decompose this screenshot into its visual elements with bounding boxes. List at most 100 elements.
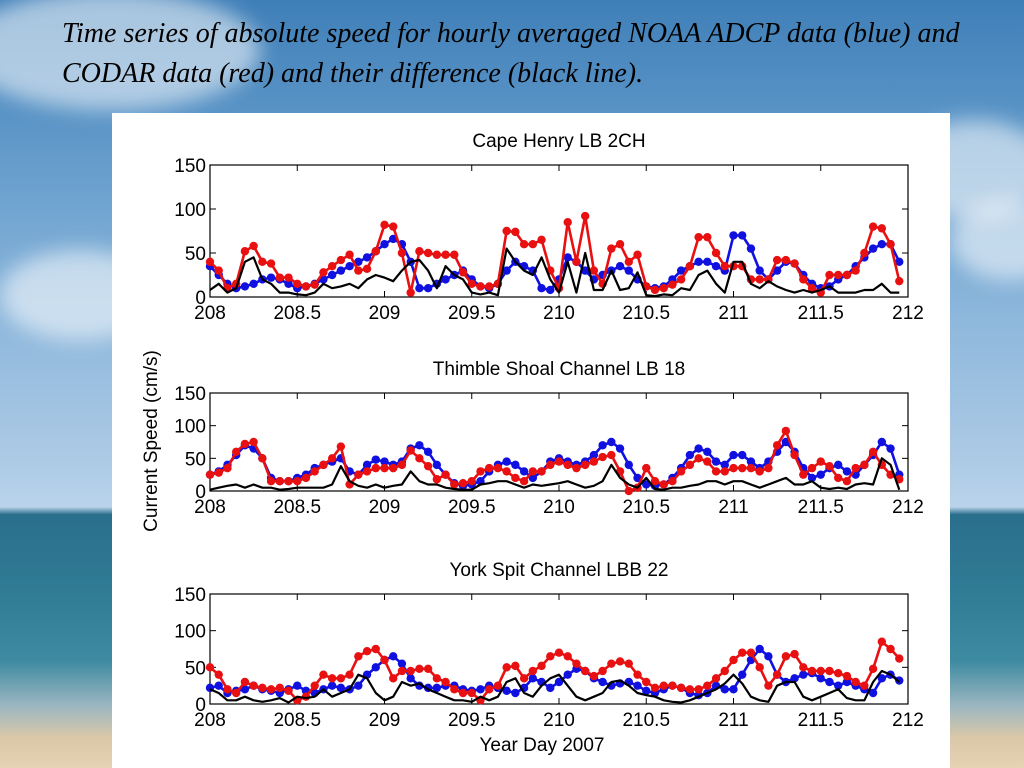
red-data-point — [275, 273, 284, 282]
blue-data-point — [711, 262, 721, 271]
red-data-point — [240, 247, 250, 256]
blue-data-point — [598, 677, 607, 687]
red-data-point — [615, 240, 625, 249]
red-data-point — [275, 683, 284, 693]
red-data-point — [319, 268, 328, 277]
x-tick-label: 210 — [543, 497, 575, 518]
red-data-point — [816, 666, 825, 676]
red-data-point — [458, 268, 468, 277]
x-tick-label: 208 — [194, 497, 226, 518]
blue-data-point — [580, 266, 590, 275]
red-data-point — [528, 467, 538, 476]
red-data-point — [624, 257, 633, 266]
red-data-point — [851, 677, 860, 687]
plot-frame — [209, 392, 909, 492]
figure-svg: Current Speed (cm/s) Year Day 2007 Cape … — [141, 131, 924, 756]
x-tick-label: 208 — [194, 710, 226, 731]
blue-data-point — [589, 450, 599, 460]
red-data-point — [720, 666, 729, 676]
red-data-point — [642, 677, 651, 687]
blue-data-point — [694, 444, 703, 453]
red-data-point — [240, 677, 250, 687]
red-data-point — [607, 450, 616, 460]
black-series-line — [209, 669, 901, 704]
red-data-point — [249, 241, 258, 251]
blue-data-point — [354, 257, 363, 266]
blue-data-point — [868, 244, 878, 253]
red-data-point — [537, 235, 546, 244]
y-axis-label: Current Speed (cm/s) — [141, 350, 162, 532]
red-data-point — [450, 480, 459, 489]
blue-data-point — [834, 460, 843, 470]
red-data-point — [493, 463, 503, 473]
blue-data-point — [642, 480, 651, 489]
blue-data-point — [432, 683, 442, 693]
blue-data-point — [816, 674, 825, 683]
red-data-point — [668, 280, 677, 289]
blue-data-point — [397, 659, 407, 668]
red-data-point — [703, 681, 712, 690]
red-data-point — [799, 275, 808, 284]
blue-data-point — [799, 670, 808, 679]
blue-data-point — [720, 460, 729, 470]
blue-data-point — [362, 460, 372, 470]
red-data-point — [694, 454, 703, 463]
red-data-point — [380, 463, 389, 473]
red-data-point — [799, 663, 808, 672]
red-data-point — [467, 279, 476, 288]
x-tick-label: 210.5 — [622, 303, 670, 324]
blue-data-point — [772, 266, 782, 275]
blue-data-point — [790, 674, 799, 683]
red-data-point — [284, 686, 293, 695]
red-data-point — [441, 250, 450, 259]
red-data-point — [432, 250, 442, 259]
red-data-point — [214, 670, 223, 679]
red-data-point — [310, 280, 319, 289]
red-data-point — [345, 670, 354, 679]
blue-data-point — [615, 262, 625, 271]
red-data-point — [720, 262, 729, 271]
blue-data-point — [214, 681, 223, 690]
red-data-point — [354, 266, 363, 275]
red-data-point — [746, 648, 756, 657]
red-data-point — [572, 257, 581, 266]
red-data-point — [825, 666, 834, 676]
panel-title: York Spit Channel LBB 22 — [449, 560, 668, 581]
y-tick-label: 0 — [195, 695, 206, 716]
red-data-point — [868, 222, 878, 231]
blue-data-point — [720, 685, 729, 694]
blue-data-point — [432, 460, 442, 470]
red-data-point — [650, 683, 660, 693]
panel-title: Cape Henry LB 2CH — [472, 131, 645, 152]
red-data-point — [223, 463, 232, 473]
red-data-point — [694, 232, 703, 242]
x-tick-label: 212 — [892, 710, 924, 731]
red-data-point — [519, 674, 529, 683]
y-tick-label: 100 — [174, 200, 206, 221]
blue-data-point — [502, 686, 511, 695]
x-tick-label: 210 — [543, 303, 575, 324]
red-data-point — [275, 477, 284, 486]
blue-data-point — [336, 683, 346, 693]
red-data-point — [642, 463, 651, 473]
red-data-point — [293, 279, 302, 288]
red-data-point — [432, 475, 442, 484]
red-data-point — [711, 248, 721, 258]
red-data-point — [336, 674, 346, 683]
y-tick-label: 50 — [185, 658, 206, 679]
red-data-point — [633, 670, 642, 679]
red-data-point — [380, 655, 389, 665]
red-data-point — [458, 688, 468, 698]
red-data-point — [266, 259, 276, 268]
red-data-point — [441, 470, 450, 479]
blue-data-point — [502, 266, 511, 275]
x-tick-label: 211 — [718, 710, 748, 731]
red-data-point — [519, 240, 529, 249]
blue-data-point — [694, 257, 703, 266]
blue-data-point — [266, 273, 276, 282]
blue-data-point — [554, 677, 564, 687]
red-data-point — [772, 670, 782, 679]
blue-data-point — [825, 677, 834, 687]
blue-data-point — [729, 685, 738, 694]
red-data-point — [895, 654, 904, 663]
